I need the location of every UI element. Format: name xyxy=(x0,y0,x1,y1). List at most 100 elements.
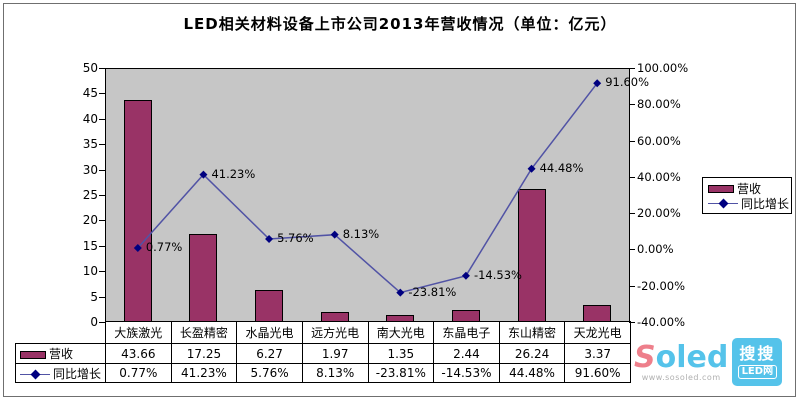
left-axis-tick-mark xyxy=(99,68,105,69)
table-series-name: 同比增长 xyxy=(53,366,102,381)
left-axis-tick-mark xyxy=(99,93,105,95)
left-axis-tick-label: 35 xyxy=(82,137,98,152)
table-value-cell: 1.97 xyxy=(301,343,369,364)
table-value-cell: 17.25 xyxy=(170,343,238,364)
right-axis-tick-mark xyxy=(629,140,635,142)
line-swatch-icon xyxy=(20,369,50,379)
chart-title: LED相关材料设备上市公司2013年营收情况（单位：亿元） xyxy=(183,15,617,33)
table-value-cell: 91.60% xyxy=(564,363,631,383)
right-axis-tick-mark xyxy=(629,68,635,69)
table-category-header: 长盈精密 xyxy=(170,321,238,344)
table-value-cell: 2.44 xyxy=(433,343,500,364)
bar-swatch-icon xyxy=(20,350,46,359)
table-category-header: 东晶电子 xyxy=(433,321,500,344)
growth-data-label: 91.60% xyxy=(605,75,650,90)
table-value-cell: 6.27 xyxy=(236,343,303,364)
growth-data-label: 8.13% xyxy=(342,226,380,241)
watermark-badge-bottom: LED网 xyxy=(737,365,778,379)
left-axis-tick-mark xyxy=(99,220,105,222)
table-value-cell: 8.13% xyxy=(301,363,369,383)
right-axis-tick-label: 40.00% xyxy=(637,169,681,184)
table-value-cell: 43.66 xyxy=(105,343,172,364)
left-axis-tick-mark xyxy=(99,322,105,323)
legend-label-growth: 同比增长 xyxy=(741,197,790,211)
table-category-header: 天龙光电 xyxy=(564,321,631,344)
right-axis-tick-label: 20.00% xyxy=(637,206,681,221)
right-axis-tick-mark xyxy=(629,285,635,287)
table-value-cell: -23.81% xyxy=(367,363,435,383)
data-table: 大族激光 长盈精密 水晶光电 远方光电 南大光电 东晶电子 东山精密 天龙光电 营收 43.66 1… xyxy=(15,321,631,383)
left-axis-tick-mark xyxy=(99,144,105,146)
legend-item-growth: 同比增长 xyxy=(708,196,790,211)
left-axis-tick-mark xyxy=(99,245,105,247)
table-value-cell: 1.35 xyxy=(367,343,435,364)
table-category-header: 水晶光电 xyxy=(236,321,303,344)
line-marker-diamond xyxy=(265,234,274,243)
line-marker-diamond xyxy=(199,170,208,179)
line-swatch-icon xyxy=(708,198,738,209)
left-axis-tick-label: 25 xyxy=(82,188,98,202)
table-series-key: 营收 xyxy=(15,343,106,364)
right-axis-tick-mark xyxy=(629,104,635,106)
table-value-cell: 41.23% xyxy=(170,363,238,383)
table-value-cell: 0.77% xyxy=(105,363,172,383)
growth-data-label: 41.23% xyxy=(211,166,256,181)
right-axis-tick-label: -20.00% xyxy=(637,278,685,293)
left-axis-tick-label: 30 xyxy=(82,162,98,177)
revenue-bar xyxy=(189,234,218,322)
table-series-key: 同比增长 xyxy=(15,363,106,383)
right-axis-tick-label: 60.00% xyxy=(637,133,681,148)
legend: 营收 同比增长 xyxy=(702,177,792,214)
table-corner-empty xyxy=(16,322,106,344)
growth-data-label: 0.77% xyxy=(145,240,183,255)
left-axis-tick-mark xyxy=(99,271,105,273)
chart-outer-border xyxy=(3,3,796,397)
table-row: 同比增长 0.77% 41.23% 5.76% 8.13% -23.81% -14.53% 4… xyxy=(15,363,631,383)
table-category-header: 远方光电 xyxy=(301,321,369,344)
left-axis-tick-label: 0 xyxy=(90,315,98,329)
growth-data-label: -23.81% xyxy=(408,284,457,299)
left-axis-tick-mark xyxy=(99,195,105,196)
legend-item-revenue: 营收 xyxy=(708,181,786,196)
right-axis-tick-mark xyxy=(629,249,635,251)
left-axis-tick-label: 45 xyxy=(82,86,98,101)
left-axis-tick-label: 20 xyxy=(82,213,98,228)
left-axis-tick-label: 40 xyxy=(82,111,98,126)
left-axis-tick-label: 10 xyxy=(82,264,98,279)
left-axis-tick-mark xyxy=(99,296,105,298)
watermark-url: www.sosoled.com xyxy=(641,372,721,382)
watermark-brand-rest: oled xyxy=(655,339,729,375)
line-marker-diamond xyxy=(461,271,470,280)
watermark-badge: 搜搜 LED网 xyxy=(732,338,783,386)
right-axis-tick-mark xyxy=(629,322,635,323)
left-axis-tick-label: 15 xyxy=(82,238,98,253)
line-marker-diamond xyxy=(527,164,536,173)
table-category-header: 南大光电 xyxy=(367,321,435,344)
watermark-brand: Soled www.sosoled.com xyxy=(634,339,729,382)
line-marker-diamond xyxy=(330,230,339,239)
right-axis-tick-mark xyxy=(629,213,635,215)
left-axis-tick-mark xyxy=(99,118,105,120)
watermark-logo: Soled www.sosoled.com 搜搜 LED网 xyxy=(634,331,794,393)
growth-data-label: -14.53% xyxy=(473,267,522,282)
right-axis-tick-mark xyxy=(629,176,635,178)
table-row: 营收 43.66 17.25 6.27 1.97 1.35 2.44 26.24 3.37 xyxy=(15,343,631,364)
left-axis-tick-label: 50 xyxy=(82,61,98,75)
table-value-cell: 3.37 xyxy=(564,343,631,364)
table-value-cell: 44.48% xyxy=(498,363,566,383)
left-axis-tick-label: 5 xyxy=(90,289,98,304)
watermark-brand-s: S xyxy=(634,339,656,375)
line-marker-diamond xyxy=(396,288,405,297)
table-value-cell: -14.53% xyxy=(433,363,500,383)
table-category-header: 大族激光 xyxy=(105,321,172,344)
right-axis-tick-label: 100.00% xyxy=(637,61,689,75)
right-axis-tick-label: -40.00% xyxy=(637,315,685,329)
bar-swatch-icon xyxy=(708,184,734,193)
table-value-cell: 5.76% xyxy=(236,363,303,383)
table-category-header: 东山精密 xyxy=(498,321,566,344)
watermark-badge-top: 搜搜 xyxy=(739,344,776,363)
table-series-name: 营收 xyxy=(49,347,74,361)
growth-data-label: 5.76% xyxy=(277,230,314,245)
right-axis-tick-label: 80.00% xyxy=(637,97,681,112)
legend-label-revenue: 营收 xyxy=(737,182,762,196)
